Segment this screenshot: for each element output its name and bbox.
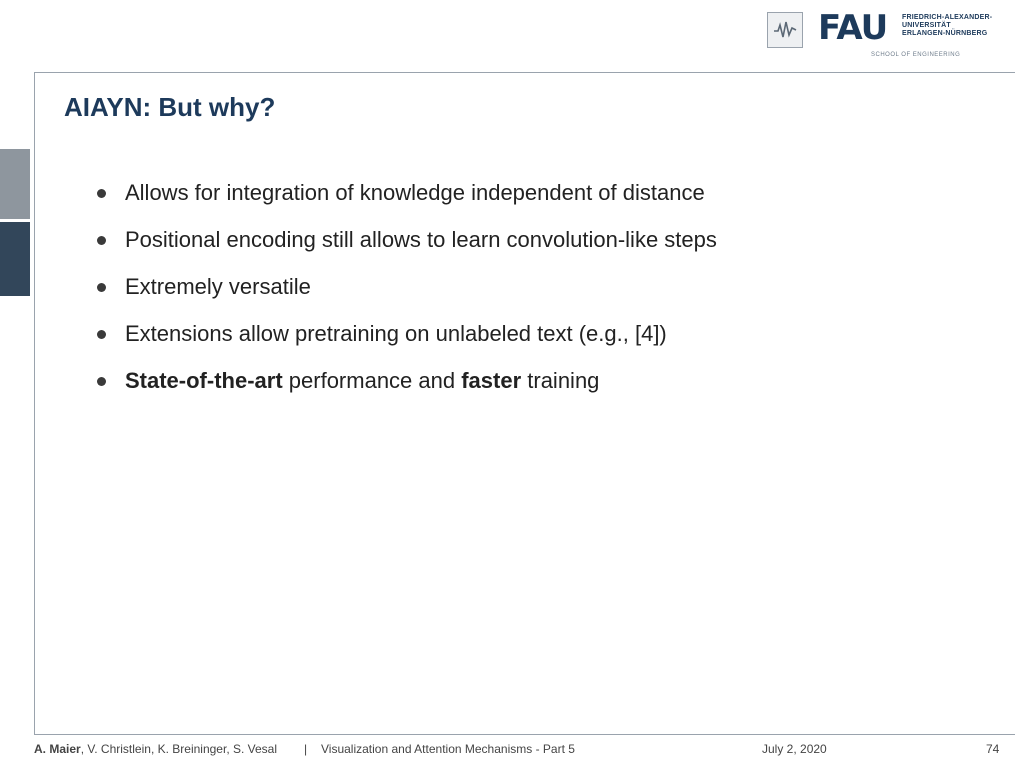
bullet-list: Allows for integration of knowledge inde… [96, 178, 717, 413]
bullet-icon [97, 377, 106, 386]
bullet-emphasis: State-of-the-art [125, 368, 283, 393]
bullet-item: Allows for integration of knowledge inde… [96, 178, 717, 208]
footer-separator: | [304, 742, 308, 756]
footer-lecture-title: Visualization and Attention Mechanisms -… [321, 742, 575, 756]
bullet-icon [97, 330, 106, 339]
school-name: SCHOOL OF ENGINEERING [871, 52, 961, 58]
university-name-line: UNIVERSITÄT [902, 22, 951, 29]
university-name-line: FRIEDRICH-ALEXANDER- [902, 14, 993, 21]
slide-title: AIAYN: But why? [64, 92, 276, 122]
bullet-text: Positional encoding still allows to lear… [125, 227, 717, 252]
footer: A. Maier, V. Christlein, K. Breininger, … [0, 740, 1024, 760]
content-frame [34, 72, 1015, 735]
footer-date: July 2, 2020 [762, 742, 827, 756]
bullet-icon [97, 236, 106, 245]
page-number: 74 [986, 742, 1000, 756]
footer-lead-author: A. Maier [34, 742, 81, 756]
bullet-text: Extremely versatile [125, 274, 311, 299]
bullet-emphasis: faster [461, 368, 522, 393]
bullet-item: State-of-the-art performance and faster … [96, 366, 717, 396]
bullet-text: Allows for integration of knowledge inde… [125, 180, 705, 205]
university-name-line: ERLANGEN-NÜRNBERG [902, 30, 988, 37]
bullet-icon [97, 283, 106, 292]
footer-authors: A. Maier, V. Christlein, K. Breininger, … [34, 742, 277, 756]
bullet-item: Extremely versatile [96, 272, 717, 302]
institute-logo [767, 12, 803, 48]
fau-logo-letters: FAU [818, 8, 888, 48]
bullet-item: Positional encoding still allows to lear… [96, 225, 717, 255]
waveform-icon [774, 21, 797, 38]
bullet-icon [97, 189, 106, 198]
side-tab-dark [0, 222, 30, 296]
bullet-text: Extensions allow pretraining on unlabele… [125, 321, 667, 346]
bullet-text-segment: performance and [282, 368, 462, 393]
footer-co-authors: , V. Christlein, K. Breininger, S. Vesal [80, 742, 278, 756]
fau-logo: FAU [818, 8, 888, 48]
bullet-item: Extensions allow pretraining on unlabele… [96, 319, 717, 349]
side-tab-light [0, 149, 30, 219]
bullet-text-segment: training [521, 368, 600, 393]
university-name: FRIEDRICH-ALEXANDER- UNIVERSITÄT ERLANGE… [902, 14, 992, 38]
